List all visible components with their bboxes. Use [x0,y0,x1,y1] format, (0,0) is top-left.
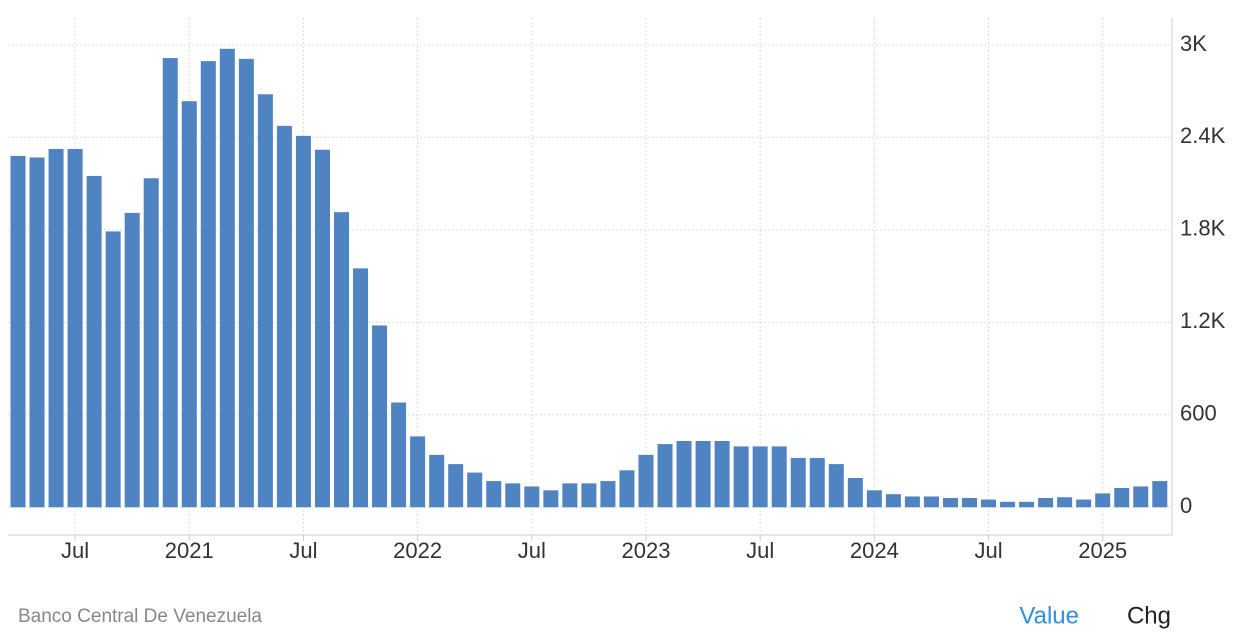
bar [486,481,502,508]
bar [29,157,45,508]
x-tick-label: Jul [518,538,546,563]
bar [904,496,920,508]
bar [257,94,273,508]
chg-button[interactable]: Chg [1127,602,1171,629]
x-tick-label: Jul [746,538,774,563]
bar [981,499,997,508]
x-tick-label: 2021 [165,538,214,563]
bar [695,441,711,508]
x-tick-label: 2022 [393,538,442,563]
bar [923,496,939,508]
x-tick-label: 2024 [850,538,899,563]
bar [619,470,635,508]
bar [847,477,863,508]
bar [238,58,254,508]
bar [752,446,768,508]
bar [67,148,83,508]
bar [1133,486,1149,508]
bar [600,481,616,508]
x-tick-label: Jul [61,538,89,563]
bar [581,483,597,508]
bar [1076,499,1092,508]
y-tick-label: 3K [1180,31,1207,56]
bar [467,472,483,508]
y-tick-label: 1.8K [1180,216,1226,241]
bar [353,268,369,508]
bar [1057,497,1073,508]
bar [181,101,197,508]
y-tick-label: 600 [1180,401,1217,426]
y-tick-label: 1.2K [1180,308,1226,333]
bar [48,148,64,508]
bar [714,441,730,508]
bar [885,494,901,508]
bar [828,464,844,508]
bar [942,498,958,508]
x-tick-label: Jul [289,538,317,563]
y-tick-label: 2.4K [1180,123,1226,148]
bar [657,444,673,508]
y-tick-label: 0 [1180,493,1192,518]
bar [676,441,692,508]
bar [10,155,26,508]
bar [448,464,464,508]
source: Banco Central De Venezuela [18,606,262,627]
bar [143,178,159,508]
bar [543,490,559,508]
bar [1095,493,1111,508]
bar [790,457,806,508]
bar [162,58,178,508]
bar [866,490,882,508]
bar [1000,501,1016,508]
bar [809,457,825,508]
value-button[interactable]: Value [1019,602,1079,629]
bar [1114,488,1130,508]
bar [1038,498,1054,508]
x-tick-label: 2025 [1078,538,1127,563]
bar [771,446,787,508]
bar [219,48,235,508]
bar [391,402,407,508]
bar [562,483,578,508]
bar [410,436,426,508]
bar [314,149,330,508]
bar [962,498,977,508]
bar [295,135,311,508]
bar [1152,481,1168,508]
bar [200,61,216,508]
bar [524,486,540,508]
x-tick-label: 2023 [622,538,671,563]
bar [429,454,445,508]
bar [124,212,140,508]
bar [505,483,521,508]
bar [105,231,121,508]
bar [276,125,292,508]
bar [86,175,102,508]
bar [1019,501,1035,508]
x-tick-label: Jul [974,538,1002,563]
bar [733,446,749,508]
bar [372,325,388,508]
bar [638,454,654,508]
bar [334,212,350,508]
